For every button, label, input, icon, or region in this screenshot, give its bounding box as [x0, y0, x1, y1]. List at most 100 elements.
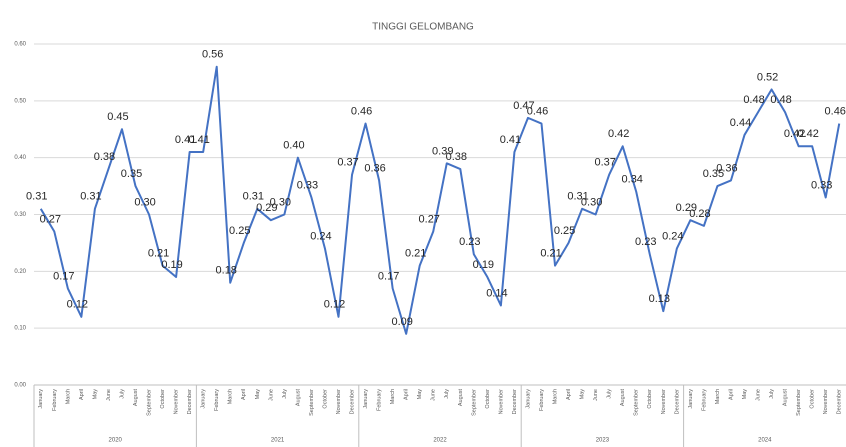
- data-label: 0.46: [351, 105, 372, 117]
- x-tick-label: November: [336, 389, 342, 415]
- data-label: 0.33: [297, 179, 318, 191]
- data-label: 0.23: [635, 236, 656, 248]
- x-tick-label: October: [160, 389, 166, 409]
- data-label: 0.14: [486, 287, 507, 299]
- data-label: 0.25: [554, 225, 575, 237]
- data-label: 0.27: [419, 213, 440, 225]
- data-label: 0.31: [80, 191, 101, 203]
- data-label: 0.48: [743, 94, 764, 106]
- data-label: 0.31: [243, 191, 264, 203]
- x-tick-label: February: [701, 389, 707, 411]
- x-tick-label: April: [404, 389, 410, 400]
- data-label: 0.28: [689, 208, 710, 220]
- x-tick-label: January: [38, 389, 44, 409]
- data-label: 0.31: [26, 191, 47, 203]
- data-label: 0.47: [513, 100, 534, 112]
- data-label: 0.46: [825, 105, 846, 117]
- x-tick-label: March: [390, 389, 396, 404]
- x-tick-label: October: [485, 389, 491, 409]
- data-label: 0.42: [608, 128, 629, 140]
- data-label: 0.48: [770, 94, 791, 106]
- data-label: 0.13: [649, 293, 670, 305]
- data-label: 0.17: [53, 270, 74, 282]
- x-tick-label: December: [187, 389, 193, 415]
- year-label: 2022: [433, 438, 447, 444]
- x-tick-label: September: [634, 389, 640, 416]
- data-label: 0.35: [703, 168, 724, 180]
- x-tick-label: June: [431, 389, 437, 401]
- x-tick-label: June: [755, 389, 761, 401]
- data-label: 0.17: [378, 270, 399, 282]
- x-tick-label: December: [674, 389, 680, 415]
- x-tick-label: August: [295, 389, 301, 407]
- x-tick-label: August: [620, 389, 626, 407]
- x-tick-label: November: [823, 389, 829, 415]
- x-tick-label: December: [512, 389, 518, 415]
- x-tick-label: May: [417, 389, 423, 400]
- data-label: 0.12: [324, 299, 345, 311]
- y-tick-label: 0.20: [14, 269, 26, 275]
- x-tick-label: November: [174, 389, 180, 415]
- data-label: 0.52: [757, 71, 778, 83]
- data-label: 0.24: [662, 231, 683, 243]
- data-label: 0.42: [784, 128, 805, 140]
- x-tick-label: March: [228, 389, 234, 404]
- data-label: 0.29: [256, 202, 277, 214]
- data-label: 0.44: [730, 117, 751, 129]
- x-tick-label: August: [133, 389, 139, 407]
- x-tick-label: October: [647, 389, 653, 409]
- data-label: 0.37: [337, 157, 358, 169]
- x-tick-label: August: [783, 389, 789, 407]
- x-tick-label: February: [539, 389, 545, 411]
- x-tick-label: December: [349, 389, 355, 415]
- data-label: 0.39: [432, 145, 453, 157]
- data-label: 0.46: [527, 105, 548, 117]
- x-tick-label: January: [363, 389, 369, 409]
- data-label: 0.40: [283, 140, 304, 152]
- x-tick-label: April: [79, 389, 85, 400]
- x-tick-label: March: [715, 389, 721, 404]
- data-label: 0.41: [188, 134, 209, 146]
- data-label: 0.31: [567, 191, 588, 203]
- data-label: 0.35: [121, 168, 142, 180]
- data-label: 0.38: [94, 151, 115, 163]
- y-tick-label: 0.60: [14, 42, 26, 48]
- x-tick-label: July: [607, 389, 613, 399]
- data-label: 0.37: [594, 157, 615, 169]
- x-tick-label: November: [661, 389, 667, 415]
- data-label: 0.19: [161, 259, 182, 271]
- data-label: 0.21: [540, 248, 561, 260]
- x-tick-label: January: [688, 389, 694, 409]
- x-tick-label: March: [65, 389, 71, 404]
- data-label: 0.25: [229, 225, 250, 237]
- data-label: 0.21: [405, 248, 426, 260]
- data-label: 0.24: [310, 231, 331, 243]
- data-label: 0.18: [216, 265, 237, 277]
- x-tick-label: May: [255, 389, 261, 400]
- x-tick-label: February: [214, 389, 220, 411]
- data-label: 0.45: [107, 111, 128, 123]
- data-label: 0.36: [364, 162, 385, 174]
- x-tick-label: July: [119, 389, 125, 399]
- x-tick-label: December: [837, 389, 843, 415]
- data-label: 0.30: [134, 196, 155, 208]
- x-tick-label: August: [458, 389, 464, 407]
- data-label: 0.33: [811, 179, 832, 191]
- data-label: 0.12: [67, 299, 88, 311]
- x-tick-label: April: [566, 389, 572, 400]
- x-tick-label: May: [92, 389, 98, 400]
- y-tick-label: 0.40: [14, 155, 26, 161]
- x-tick-label: February: [377, 389, 383, 411]
- x-tick-label: March: [552, 389, 558, 404]
- x-tick-label: June: [593, 389, 599, 401]
- data-label: 0.30: [270, 196, 291, 208]
- x-tick-label: July: [769, 389, 775, 399]
- x-tick-label: July: [282, 389, 288, 399]
- x-tick-label: February: [52, 389, 58, 411]
- y-tick-label: 0.00: [14, 383, 26, 389]
- x-tick-label: July: [444, 389, 450, 399]
- x-tick-label: June: [268, 389, 274, 401]
- x-tick-label: May: [580, 389, 586, 400]
- data-label: 0.41: [500, 134, 521, 146]
